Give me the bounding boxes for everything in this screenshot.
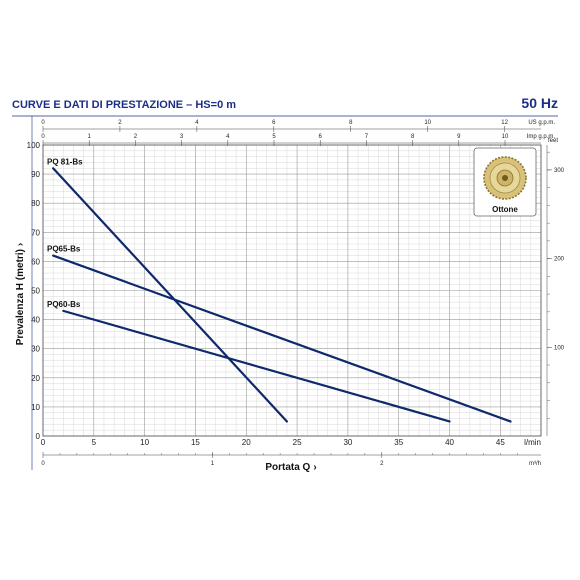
imp-gpm-tick-label: 8 [411,134,415,140]
x-tick-label: 20 [242,438,251,447]
us-gpm-tick-label: 6 [272,120,276,126]
feet-tick-label: 300 [554,168,565,174]
x-axis-arrow-icon: › [313,462,316,473]
x-tick-label: 0 [41,438,46,447]
y-tick-label: 10 [31,403,40,412]
inset-label: Ottone [492,205,518,214]
us-gpm-tick-label: 0 [41,120,45,126]
y-tick-label: 60 [31,257,40,266]
x-tick-label: 5 [92,438,97,447]
brass-impeller-icon [483,156,527,200]
y-axis-label-text: Prevalenza H (metri) [15,249,26,345]
chart-title: CURVE E DATI DI PRESTAZIONE – HS=0 m [12,99,236,111]
x-tick-label: 25 [293,438,302,447]
imp-gpm-tick-label: 7 [365,134,369,140]
plot-frame [42,144,542,437]
frequency-label: 50 Hz [521,95,558,111]
us-gpm-unit-label: US g.p.m. [528,120,555,126]
x-tick-label: 15 [191,438,200,447]
imp-gpm-tick-label: 3 [180,134,184,140]
y-tick-label: 90 [31,170,40,179]
y-tick-label: 100 [27,141,41,150]
m3h-tick-label: 0 [41,461,45,467]
m3h-unit-label: m³/h [529,461,541,467]
material-inset: Ottone [473,147,537,217]
y-tick-label: 30 [31,345,40,354]
series: PQ 81-Bs PQ65-Bs PQ60-Bs [47,157,512,423]
imp-gpm-tick-label: 4 [226,134,230,140]
feet-tick-label: 100 [554,345,565,351]
y-axis-label: Prevalenza H (metri) › [15,243,26,346]
imp-gpm-tick-label: 9 [457,134,461,140]
imp-gpm-tick-label: 1 [88,134,92,140]
series-line [62,309,451,423]
y-tick-label: 0 [36,432,41,441]
grid [42,144,542,437]
y-tick-label: 50 [31,287,40,296]
x-tick-label: 30 [343,438,352,447]
y-tick-label: 70 [31,228,40,237]
imp-gpm-tick-label: 10 [502,134,509,140]
us-gpm-tick-label: 4 [195,120,199,126]
us-gpm-tick-label: 12 [501,120,508,126]
m3h-tick-label: 2 [380,461,384,467]
x-axis-label: Portata Q › [265,462,316,473]
m3h-tick-label: 1 [211,461,215,467]
x-tick-label: 45 [496,438,505,447]
x-unit-label: l/min [524,438,541,447]
y-axis-arrow-icon: › [15,243,26,246]
imp-gpm-tick-label: 5 [272,134,276,140]
us-gpm-tick-label: 8 [349,120,353,126]
imp-gpm-tick-label: 0 [41,134,45,140]
series-label: PQ65-Bs [47,245,81,254]
feet-tick-label: 200 [554,257,565,263]
y-tick-label: 20 [31,374,40,383]
us-gpm-tick-label: 10 [424,120,431,126]
series-label: PQ60-Bs [47,300,81,309]
y-tick-label: 40 [31,316,40,325]
x-axis-label-text: Portata Q [265,462,310,473]
imp-gpm-tick-label: 2 [134,134,138,140]
axes: 0 5 10 15 20 25 30 35 40 45 l/min01020304050607080… [27,120,565,467]
x-tick-label: 40 [445,438,454,447]
x-tick-label: 10 [140,438,149,447]
series-label: PQ 81-Bs [47,157,83,166]
imp-gpm-unit-label: Imp g.p.m. [527,134,556,140]
y-tick-label: 80 [31,199,40,208]
series-line [52,167,289,423]
feet-unit-label: feet [548,138,558,144]
series-line [52,254,512,423]
us-gpm-tick-label: 2 [118,120,122,126]
x-tick-label: 35 [394,438,403,447]
imp-gpm-tick-label: 6 [319,134,323,140]
